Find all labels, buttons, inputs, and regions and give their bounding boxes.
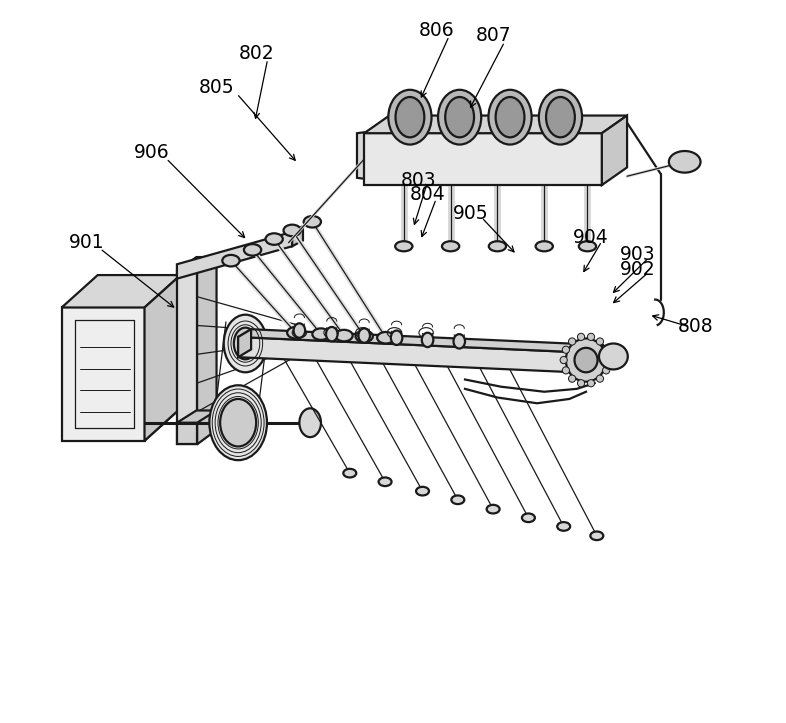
Polygon shape bbox=[197, 257, 217, 445]
Ellipse shape bbox=[395, 241, 413, 252]
Text: 804: 804 bbox=[410, 185, 446, 204]
Ellipse shape bbox=[454, 334, 465, 348]
Polygon shape bbox=[61, 307, 145, 441]
Polygon shape bbox=[292, 226, 303, 247]
Ellipse shape bbox=[568, 375, 575, 382]
Ellipse shape bbox=[355, 330, 373, 342]
Text: 807: 807 bbox=[476, 27, 512, 46]
Polygon shape bbox=[177, 232, 292, 278]
Polygon shape bbox=[238, 329, 604, 353]
Ellipse shape bbox=[284, 225, 301, 236]
Ellipse shape bbox=[442, 241, 459, 252]
Ellipse shape bbox=[603, 367, 610, 374]
Ellipse shape bbox=[557, 522, 570, 531]
Ellipse shape bbox=[487, 505, 500, 513]
Text: 902: 902 bbox=[620, 260, 656, 279]
Polygon shape bbox=[177, 423, 197, 445]
Ellipse shape bbox=[209, 385, 267, 460]
Ellipse shape bbox=[244, 244, 261, 256]
Ellipse shape bbox=[391, 330, 402, 345]
Ellipse shape bbox=[312, 328, 329, 340]
Polygon shape bbox=[177, 257, 217, 271]
Text: 905: 905 bbox=[453, 205, 489, 223]
Ellipse shape bbox=[326, 327, 337, 341]
Ellipse shape bbox=[377, 332, 395, 343]
Text: 904: 904 bbox=[573, 228, 609, 247]
Ellipse shape bbox=[562, 346, 570, 354]
Ellipse shape bbox=[578, 333, 585, 341]
Ellipse shape bbox=[587, 333, 594, 341]
Ellipse shape bbox=[488, 90, 531, 145]
Ellipse shape bbox=[451, 495, 465, 504]
Text: 903: 903 bbox=[620, 245, 656, 265]
Ellipse shape bbox=[438, 90, 481, 145]
Text: 805: 805 bbox=[199, 78, 234, 98]
Ellipse shape bbox=[560, 356, 567, 364]
Ellipse shape bbox=[597, 375, 604, 382]
Ellipse shape bbox=[590, 531, 604, 540]
Ellipse shape bbox=[599, 343, 628, 369]
Polygon shape bbox=[145, 275, 181, 441]
Polygon shape bbox=[602, 116, 627, 185]
Ellipse shape bbox=[266, 234, 283, 245]
Ellipse shape bbox=[379, 477, 391, 486]
Ellipse shape bbox=[587, 380, 594, 387]
Ellipse shape bbox=[233, 328, 257, 359]
Ellipse shape bbox=[303, 216, 321, 228]
Polygon shape bbox=[177, 271, 197, 445]
Ellipse shape bbox=[388, 90, 432, 145]
Ellipse shape bbox=[603, 346, 610, 354]
Ellipse shape bbox=[604, 356, 612, 364]
Ellipse shape bbox=[336, 330, 353, 341]
Ellipse shape bbox=[496, 97, 524, 137]
Polygon shape bbox=[61, 408, 181, 441]
Ellipse shape bbox=[287, 327, 304, 338]
Ellipse shape bbox=[445, 97, 474, 137]
Ellipse shape bbox=[578, 380, 585, 387]
Polygon shape bbox=[238, 337, 591, 373]
Ellipse shape bbox=[422, 333, 433, 347]
Ellipse shape bbox=[575, 348, 597, 372]
Polygon shape bbox=[177, 411, 217, 423]
Ellipse shape bbox=[522, 513, 535, 522]
Ellipse shape bbox=[597, 338, 604, 345]
Ellipse shape bbox=[539, 90, 582, 145]
Text: 802: 802 bbox=[238, 44, 274, 63]
Ellipse shape bbox=[562, 367, 570, 374]
Ellipse shape bbox=[294, 323, 305, 338]
Ellipse shape bbox=[669, 151, 700, 173]
Text: 803: 803 bbox=[400, 171, 436, 189]
Ellipse shape bbox=[343, 469, 356, 477]
Polygon shape bbox=[364, 133, 602, 185]
Ellipse shape bbox=[566, 338, 606, 382]
Ellipse shape bbox=[224, 315, 267, 372]
Ellipse shape bbox=[220, 399, 256, 447]
Polygon shape bbox=[238, 329, 251, 357]
Ellipse shape bbox=[416, 487, 429, 495]
Ellipse shape bbox=[395, 97, 424, 137]
Text: 906: 906 bbox=[134, 143, 170, 162]
Polygon shape bbox=[61, 275, 181, 307]
Ellipse shape bbox=[568, 338, 575, 345]
Ellipse shape bbox=[222, 255, 240, 267]
Ellipse shape bbox=[358, 328, 370, 343]
Text: 806: 806 bbox=[418, 21, 454, 40]
Polygon shape bbox=[357, 129, 386, 181]
Ellipse shape bbox=[299, 408, 321, 437]
Ellipse shape bbox=[535, 241, 553, 252]
Ellipse shape bbox=[546, 97, 575, 137]
Ellipse shape bbox=[578, 241, 596, 252]
Ellipse shape bbox=[489, 241, 506, 252]
Text: 808: 808 bbox=[678, 317, 714, 336]
Text: 901: 901 bbox=[69, 233, 105, 252]
Polygon shape bbox=[364, 116, 627, 133]
